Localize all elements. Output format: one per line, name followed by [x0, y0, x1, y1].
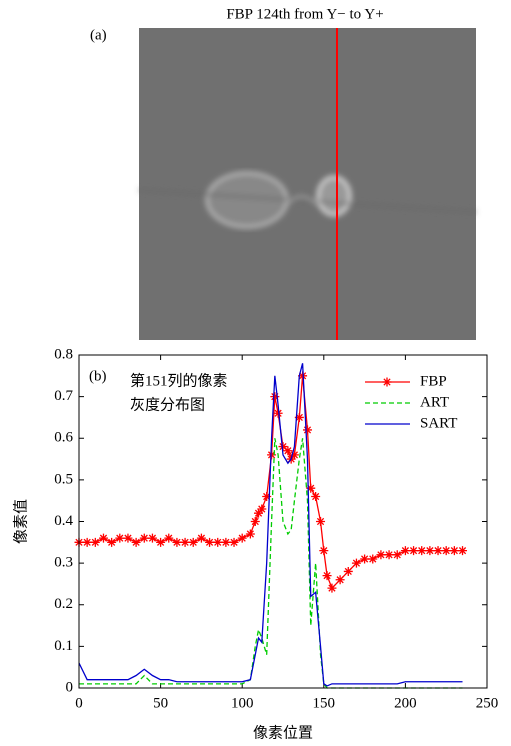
marker: [289, 450, 299, 460]
marker: [257, 504, 267, 514]
y-tick-label: 0.2: [54, 596, 73, 612]
marker: [351, 558, 361, 568]
legend-label: SART: [420, 415, 457, 431]
marker: [270, 392, 280, 402]
marker: [425, 546, 435, 556]
marker: [237, 533, 247, 543]
y-tick-label: 0.7: [54, 388, 73, 404]
marker: [360, 554, 370, 564]
panel-title: FBP 124th from Y− to Y+: [226, 6, 383, 22]
marker: [327, 583, 337, 593]
y-tick-label: 0.5: [54, 471, 73, 487]
ct-image: [138, 28, 477, 340]
marker: [267, 450, 277, 460]
marker: [156, 537, 166, 547]
marker: [250, 517, 260, 526]
marker: [319, 546, 329, 556]
marker: [441, 546, 451, 556]
marker: [433, 546, 443, 556]
x-tick-label: 250: [476, 695, 499, 711]
chart-label: (b): [89, 368, 107, 384]
marker: [311, 492, 321, 502]
annotation: 第151列的像素: [130, 371, 228, 389]
marker: [205, 537, 215, 547]
marker: [147, 533, 157, 543]
y-tick-label: 0.6: [54, 430, 73, 446]
series-line: [79, 438, 463, 689]
marker: [164, 533, 174, 543]
marker: [449, 546, 459, 556]
marker: [115, 533, 125, 543]
marker: [283, 446, 293, 456]
marker: [278, 442, 288, 452]
marker: [196, 533, 206, 543]
marker: [229, 537, 239, 547]
marker: [384, 550, 394, 560]
y-tick-label: 0.4: [54, 513, 73, 529]
marker: [262, 492, 272, 502]
marker: [221, 537, 231, 547]
y-tick-label: 0.1: [54, 638, 73, 654]
marker: [382, 377, 392, 387]
marker: [180, 537, 190, 547]
y-tick-label: 0.8: [54, 346, 73, 362]
marker: [316, 517, 326, 526]
x-tick-label: 50: [153, 695, 168, 711]
marker: [409, 546, 419, 556]
marker: [343, 566, 353, 576]
marker: [400, 546, 410, 556]
marker: [188, 537, 198, 547]
x-tick-label: 200: [394, 695, 417, 711]
legend-label: FBP: [420, 373, 447, 389]
series-line: [78, 363, 463, 687]
marker: [376, 550, 386, 560]
plot-frame: [78, 354, 488, 689]
marker: [322, 571, 332, 581]
panel-label: (a): [90, 27, 107, 43]
marker: [139, 533, 149, 543]
marker: [123, 533, 133, 543]
x-tick-label: 100: [231, 695, 254, 711]
marker: [335, 575, 345, 585]
y-tick-label: 0: [66, 679, 74, 695]
marker: [90, 537, 100, 547]
marker: [294, 412, 304, 422]
marker: [368, 554, 378, 564]
x-tick-label: 0: [75, 695, 83, 711]
marker: [417, 546, 427, 556]
marker: [302, 425, 312, 435]
marker: [98, 533, 108, 543]
marker: [82, 537, 92, 547]
marker: [458, 546, 468, 556]
marker: [392, 550, 402, 560]
marker: [172, 537, 182, 547]
marker: [131, 537, 141, 547]
marker: [245, 529, 255, 539]
legend-label: ART: [420, 394, 449, 410]
marker: [306, 483, 316, 493]
y-axis-label: 像素值: [12, 499, 29, 544]
annotation: 灰度分布图: [130, 396, 205, 413]
x-axis-label: 像素位置: [253, 724, 313, 741]
marker: [213, 537, 223, 547]
marker: [107, 537, 117, 547]
y-tick-label: 0.3: [54, 555, 73, 571]
marker: [273, 408, 283, 418]
marker: [254, 508, 264, 518]
x-tick-label: 150: [313, 695, 336, 711]
